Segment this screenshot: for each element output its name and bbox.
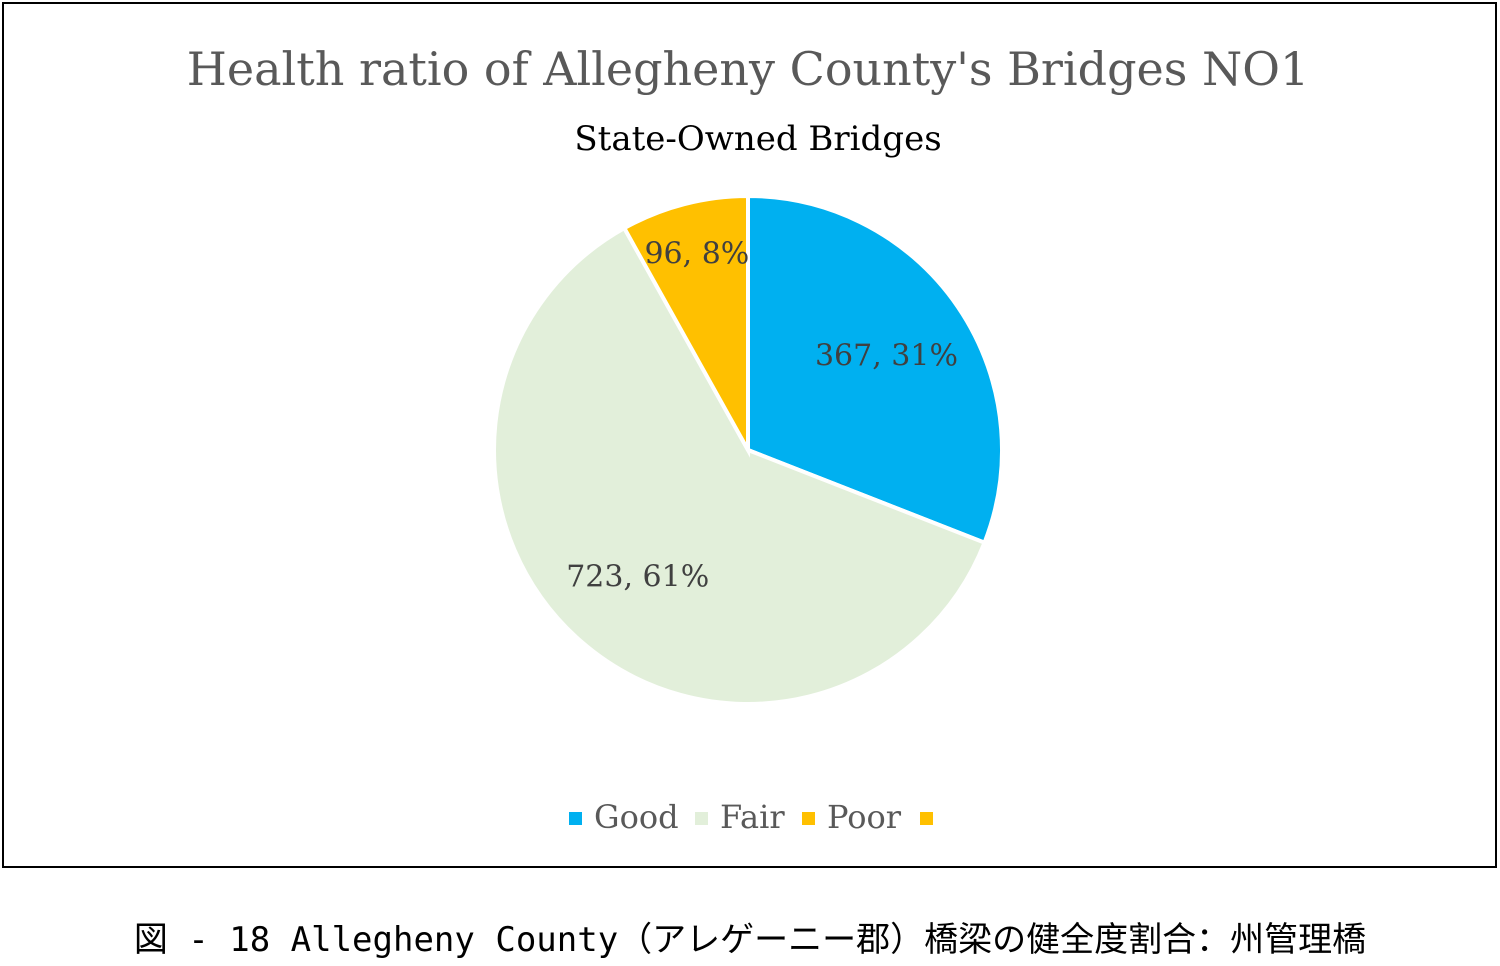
pie-slice-fair — [492, 225, 988, 706]
data-label-poor: 96, 8% — [644, 236, 749, 271]
pie-slice-poor — [621, 193, 750, 458]
legend-swatch — [569, 812, 582, 825]
pie-slice-good — [746, 193, 1004, 546]
legend-swatch — [802, 812, 815, 825]
legend-label-fair: Fair — [720, 798, 785, 836]
legend-label-poor: Poor — [827, 798, 902, 836]
data-label-good: 367, 31% — [815, 339, 958, 374]
data-label-fair: 723, 61% — [566, 559, 709, 594]
legend-swatch — [695, 812, 708, 825]
legend-label-good: Good — [594, 798, 679, 836]
chart-subtitle: State-Owned Bridges — [574, 119, 941, 159]
pie-chart: Health ratio of Allegheny County's Bridg… — [187, 42, 1309, 836]
legend-swatch — [920, 812, 933, 825]
chart-title: Health ratio of Allegheny County's Bridg… — [187, 42, 1309, 96]
figure-caption: 図 - 18 Allegheny County（アレゲーニー郡）橋梁の健全度割合… — [133, 920, 1367, 960]
